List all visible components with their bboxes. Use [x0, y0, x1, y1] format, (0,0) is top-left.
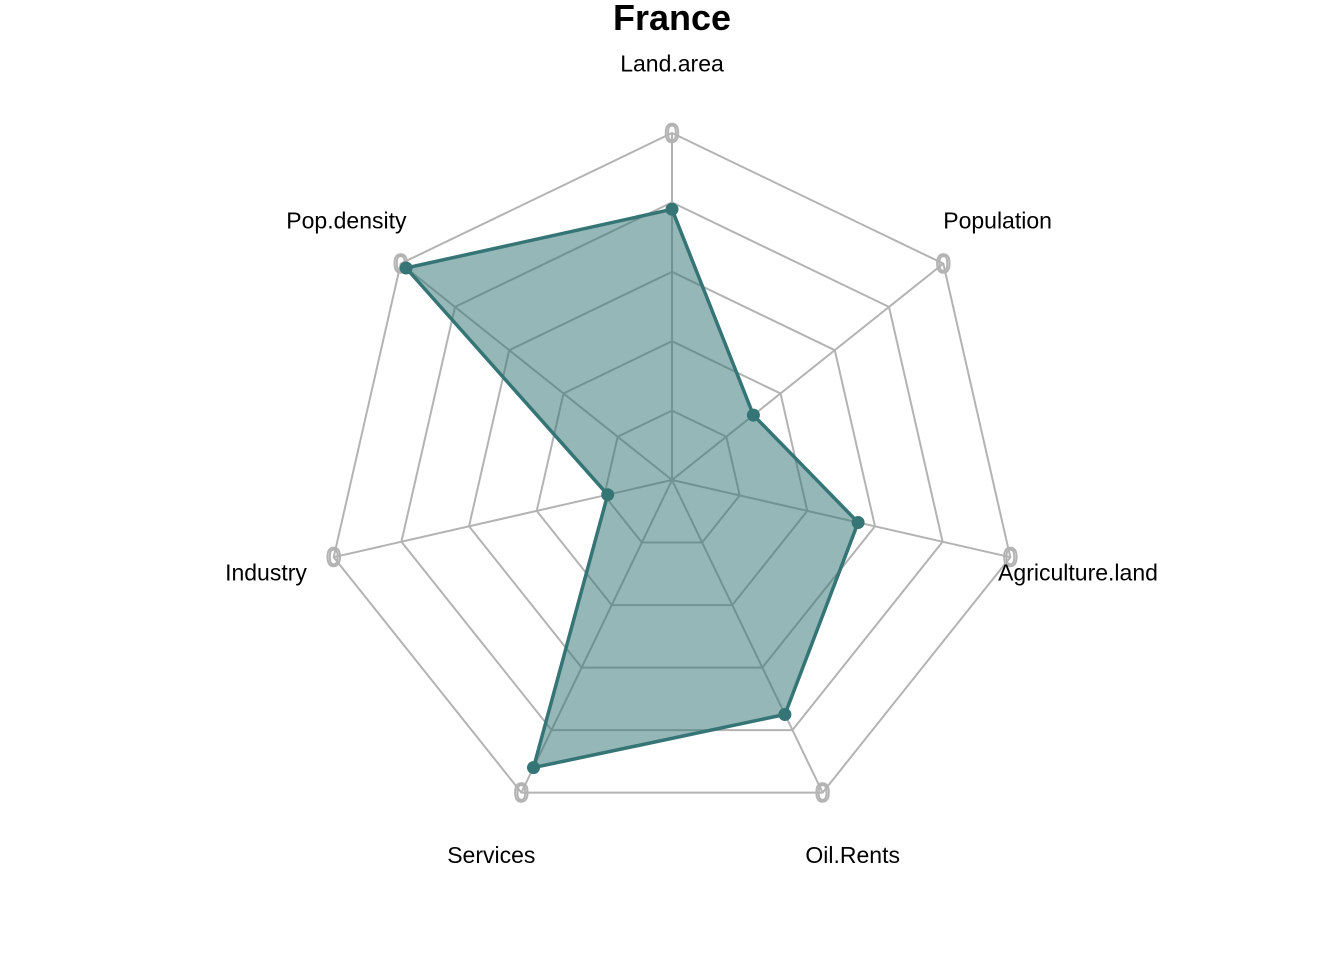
axis-labels: Land.area Population Agriculture.land Oil.R…: [225, 51, 1158, 869]
axis-label-services: Services: [447, 842, 535, 868]
radar-series: [399, 202, 865, 775]
data-point-land-area: [665, 202, 679, 216]
grid-ring-5: [332, 131, 1012, 794]
axis-label-oil-rents: Oil.Rents: [805, 842, 900, 868]
axis-max-tick-label: 0: [1003, 542, 1017, 572]
axis-label-agriculture-land: Agriculture.land: [998, 560, 1158, 586]
axis-max-tick-label: 0: [665, 118, 679, 148]
axis-max-tick-label: 0: [514, 778, 528, 808]
data-point-oil-rents: [778, 708, 792, 721]
data-point-industry: [601, 488, 615, 502]
series-area: [404, 207, 860, 770]
axis-label-population: Population: [943, 207, 1052, 233]
axis-max-tick-label: 0: [326, 542, 340, 572]
data-point-pop-density: [399, 261, 413, 275]
axis-max-tick-label: 0: [936, 249, 950, 279]
axis-label-land-area: Land.area: [620, 51, 724, 77]
data-point-population: [746, 408, 760, 422]
axis-label-industry: Industry: [225, 560, 307, 586]
axis-max-tick-label: 0: [815, 778, 829, 808]
axis-label-pop-density: Pop.density: [286, 207, 407, 233]
data-point-agriculture-land: [851, 516, 865, 529]
chart-title: France: [613, 0, 731, 38]
data-point-services: [527, 761, 540, 775]
